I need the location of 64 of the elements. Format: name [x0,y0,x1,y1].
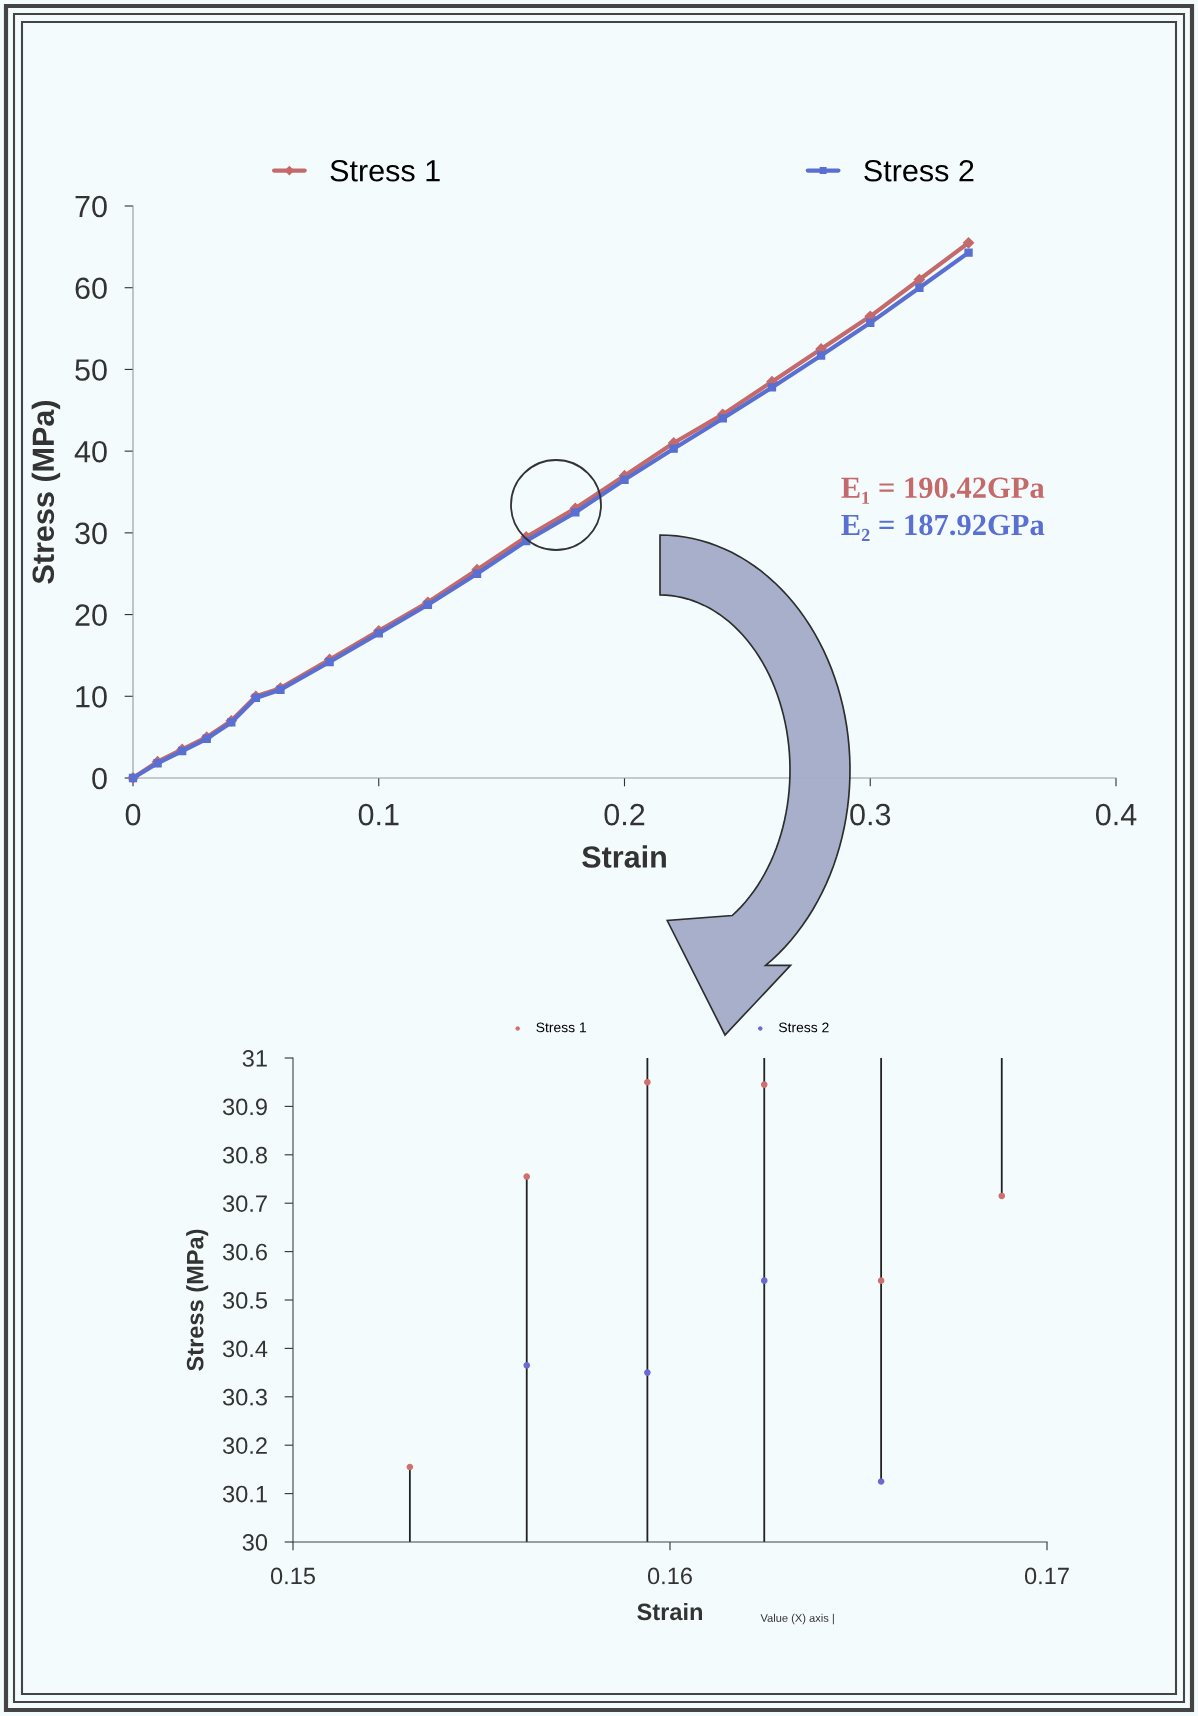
y-axis-title: Stress (MPa) [31,400,61,584]
y-tick-label: 30.8 [222,1146,267,1164]
y-tick-label: 31 [242,1050,267,1067]
point [423,600,433,609]
y-tick-label: 60 [75,277,107,300]
point [620,475,629,484]
x-axis-title: Strain [637,1602,702,1621]
x-tick-label: 0.4 [1095,803,1137,826]
y-tick-label: 30.5 [222,1292,268,1309]
point [915,283,924,292]
point [877,1277,885,1284]
point [472,569,482,578]
y-axis-title: Stress (MPa) [186,1229,209,1371]
y-tick-label: 30.7 [222,1195,267,1212]
point [406,1463,414,1471]
y-tick-label: 40 [74,440,107,463]
y-tick-label: 50 [75,359,107,381]
y-tick-label: 30 [242,1534,268,1551]
x-tick-label: 0.1 [358,803,399,826]
point [571,508,580,517]
x-tick-label: 0.16 [647,1567,692,1585]
legend-label: Stress 1 [536,1022,586,1033]
y-tick-label: 10 [76,686,107,708]
annotation: E₁ = 190.42GPa [841,477,1045,504]
x-tick-label: 0.17 [1024,1567,1069,1585]
point [325,657,334,667]
point [767,383,777,392]
text: Value (X) axis | [760,1613,834,1625]
legend-label: Stress 1 [330,159,440,182]
legend-label: Stress 2 [864,159,974,182]
point [964,248,973,257]
point [718,414,727,423]
point [669,444,678,453]
point [644,1369,651,1376]
point [153,759,162,768]
x-tick-label: 0.2 [604,803,645,826]
point [374,629,383,638]
y-tick-label: 20 [75,604,107,626]
annotation: E₂ = 187.92GPa [841,514,1045,541]
y-tick-label: 30.1 [222,1485,267,1503]
y-tick-label: 30.2 [222,1437,267,1454]
y-tick-label: 30.3 [222,1388,267,1406]
point [760,1277,768,1284]
x-tick-label: 0.3 [850,803,891,826]
point [523,1362,531,1369]
y-tick-label: 30.6 [222,1243,267,1261]
y-tick-label: 70 [75,195,107,218]
x-tick-label: 0 [125,803,141,826]
point [644,1078,651,1086]
point [816,351,826,360]
x-tick-label: 0.15 [270,1567,315,1585]
legend-label: Stress 2 [778,1022,829,1033]
y-tick-label: 0 [92,767,107,790]
point [877,1478,885,1485]
y-tick-label: 30.4 [222,1340,268,1358]
y-tick-label: 30.9 [222,1098,267,1116]
point [962,237,975,249]
x-axis-title: Strain [582,845,666,868]
point [866,318,875,328]
point [227,718,236,727]
point [760,1081,768,1088]
point [998,1192,1006,1200]
point [523,1173,531,1180]
y-tick-label: 30 [75,522,107,545]
